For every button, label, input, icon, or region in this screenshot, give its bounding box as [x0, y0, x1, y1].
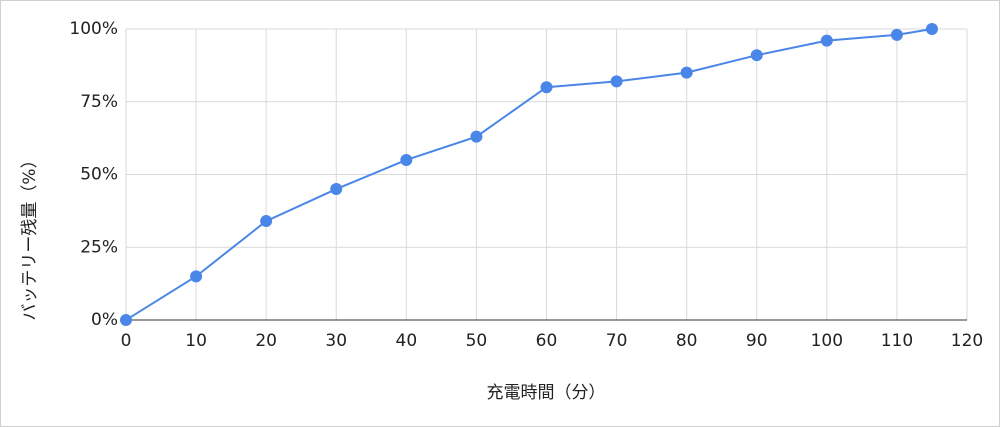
x-tick-label: 110: [881, 331, 913, 351]
y-tick-label: 25%: [80, 237, 118, 257]
x-tick-label: 50: [466, 331, 488, 351]
point: [190, 270, 203, 283]
x-tick-label: 40: [396, 331, 418, 351]
x-tick-label: 10: [185, 331, 207, 351]
x-tick-label: 20: [255, 331, 277, 351]
point: [540, 81, 553, 94]
y-tick-label: 100%: [69, 19, 118, 39]
point: [400, 153, 413, 166]
point: [610, 75, 623, 88]
point: [925, 23, 938, 35]
y-tick-label: 75%: [80, 92, 118, 112]
point: [680, 66, 693, 79]
x-tick-label: 70: [606, 331, 628, 351]
point: [330, 183, 343, 196]
x-tick-label: 30: [325, 331, 347, 351]
y-tick-label: 0%: [91, 310, 118, 330]
y-axis-title: バッテリー残量（%）: [20, 151, 40, 320]
point: [260, 215, 273, 228]
x-tick-label: 120: [951, 331, 983, 351]
point: [120, 314, 132, 326]
x-tick-label: 100: [811, 331, 843, 351]
x-tick-label: 0: [121, 331, 132, 351]
point: [890, 28, 903, 41]
point: [470, 130, 483, 143]
x-tick-label: 60: [536, 331, 558, 351]
y-tick-label: 50%: [80, 165, 118, 185]
x-axis-title: 充電時間（分）: [487, 383, 606, 403]
x-tick-label: 90: [746, 331, 768, 351]
point: [750, 49, 763, 62]
point: [820, 34, 833, 47]
x-tick-label: 80: [676, 331, 698, 351]
